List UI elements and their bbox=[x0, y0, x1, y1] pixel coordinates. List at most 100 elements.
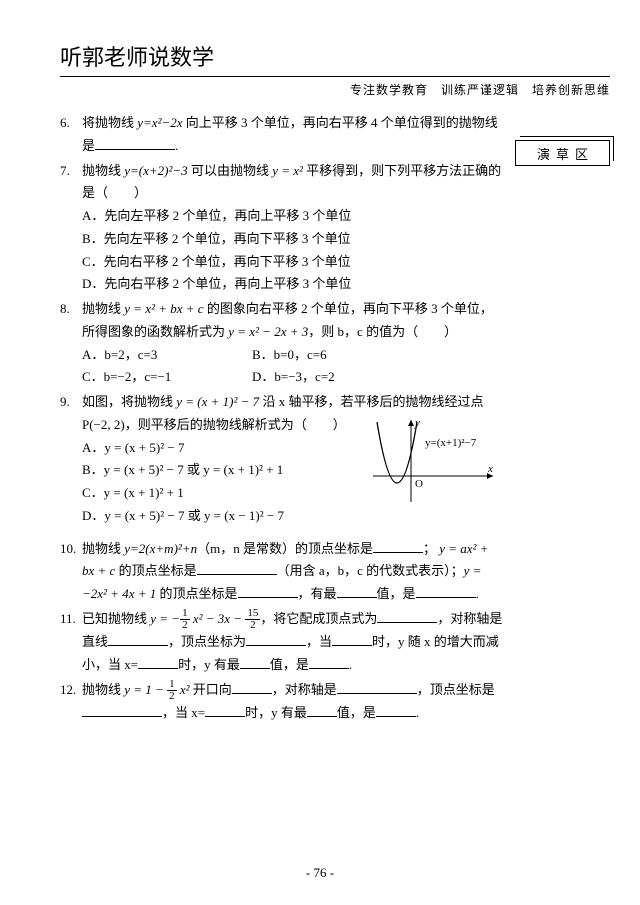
question-11: 11. 已知抛物线 y = −12 x² − 3x − 152，将它配成顶点式为… bbox=[60, 608, 503, 677]
q8-opt-c: C．b=−2，c=−1 bbox=[82, 366, 252, 389]
q12-b4 bbox=[205, 704, 245, 717]
q6-blank bbox=[95, 137, 175, 150]
question-7: 7. 抛物线 y=(x+2)²−3 可以由抛物线 y = x² 平移得到，则下列… bbox=[60, 160, 503, 297]
q11-b4 bbox=[332, 633, 372, 646]
q11-frac2: 152 bbox=[245, 608, 260, 631]
q12-b3 bbox=[82, 704, 162, 717]
q11-b1 bbox=[377, 610, 437, 623]
q11-body: 已知抛物线 y = −12 x² − 3x − 152，将它配成顶点式为，对称轴… bbox=[82, 608, 503, 677]
q8-t1: 抛物线 bbox=[82, 301, 124, 316]
q11-t9: . bbox=[349, 657, 352, 672]
q11-eq1a: y = − bbox=[150, 611, 180, 626]
q10-t2: （m，n 是常数）的顶点坐标是 bbox=[197, 541, 373, 556]
q8-opt-b: B．b=0，c=6 bbox=[252, 344, 327, 367]
q10-t6: 的顶点坐标是 bbox=[156, 586, 237, 601]
q6-num: 6. bbox=[60, 112, 82, 158]
q12-t4: ，顶点坐标是 bbox=[417, 682, 495, 697]
question-9: 9. 如图，将抛物线 y = (x + 1)² − 7 沿 x 轴平移，若平移后… bbox=[60, 391, 503, 528]
q12-eq1a: y = 1 − bbox=[124, 682, 167, 697]
q10-b3 bbox=[238, 585, 298, 598]
q6-body: 将抛物线 y=x²−2x 向上平移 3 个单位，再向右平移 4 个单位得到的抛物… bbox=[82, 112, 503, 158]
q9-num: 9. bbox=[60, 391, 82, 528]
q7-num: 7. bbox=[60, 160, 82, 297]
q9-eq1: y = (x + 1)² − 7 bbox=[176, 394, 259, 409]
q10-t9: . bbox=[476, 586, 479, 601]
q11-num: 11. bbox=[60, 608, 82, 677]
q11-b7 bbox=[309, 656, 349, 669]
q10-t5: （用含 a，b，c 的代数式表示）； bbox=[277, 563, 464, 578]
q11-eq1b: x² − 3x − bbox=[190, 611, 246, 626]
q10-t4: 的顶点坐标是 bbox=[115, 563, 196, 578]
q8-opt-a: A．b=2，c=3 bbox=[82, 344, 252, 367]
q12-t8: . bbox=[416, 705, 419, 720]
q11-frac1: 12 bbox=[180, 608, 190, 631]
q10-body: 抛物线 y=2(x+m)²+n（m，n 是常数）的顶点坐标是； y = ax² … bbox=[82, 538, 503, 606]
question-8: 8. 抛物线 y = x² + bx + c 的图象向右平移 2 个单位，再向下… bbox=[60, 298, 503, 389]
q8-body: 抛物线 y = x² + bx + c 的图象向右平移 2 个单位，再向下平移 … bbox=[82, 298, 503, 389]
q12-frac: 12 bbox=[167, 679, 177, 702]
q10-b4 bbox=[337, 585, 377, 598]
q12-eq1b: x² bbox=[177, 682, 190, 697]
fig-eq-label: y=(x+1)²−7 bbox=[425, 437, 477, 449]
q6-period: . bbox=[175, 138, 178, 153]
q10-t8: 值，是 bbox=[377, 586, 416, 601]
q7-body: 抛物线 y=(x+2)²−3 可以由抛物线 y = x² 平移得到，则下列平移方… bbox=[82, 160, 503, 297]
q6-eq1: y=x²−2x bbox=[137, 115, 182, 130]
q6-t1: 将抛物线 bbox=[82, 115, 137, 130]
q10-num: 10. bbox=[60, 538, 82, 606]
q10-b5 bbox=[416, 585, 476, 598]
q8-eq2: y = x² − 2x + 3 bbox=[228, 324, 308, 339]
q10-t7: ，有最 bbox=[298, 586, 337, 601]
q12-t2: 开口向 bbox=[190, 682, 232, 697]
q12-t3: ，对称轴是 bbox=[272, 682, 337, 697]
q12-b6 bbox=[376, 704, 416, 717]
q11-b3 bbox=[246, 633, 306, 646]
q12-body: 抛物线 y = 1 − 12 x² 开口向 ，对称轴是 ，顶点坐标是 ，当 x= 时，y… bbox=[82, 679, 503, 725]
q12-t5: ，当 x= bbox=[162, 705, 205, 720]
question-12: 12. 抛物线 y = 1 − 12 x² 开口向 ，对称轴是 ，顶点坐标是 ，当 x… bbox=[60, 679, 503, 725]
fig-y-label: y bbox=[414, 417, 420, 429]
draft-label: 演草区 bbox=[516, 144, 609, 163]
side-column: 演草区 bbox=[515, 112, 610, 727]
q8-num: 8. bbox=[60, 298, 82, 389]
draft-box: 演草区 bbox=[515, 140, 610, 166]
question-6: 6. 将抛物线 y=x²−2x 向上平移 3 个单位，再向右平移 4 个单位得到… bbox=[60, 112, 503, 158]
q9-body: 如图，将抛物线 y = (x + 1)² − 7 沿 x 轴平移，若平移后的抛物… bbox=[82, 391, 503, 528]
q10-t3: ； bbox=[423, 541, 436, 556]
q11-b2 bbox=[108, 633, 168, 646]
q7-opt-c: C．先向右平移 2 个单位，再向下平移 3 个单位 bbox=[82, 251, 503, 274]
q11-t5: ，当 bbox=[306, 634, 332, 649]
q10-b2 bbox=[197, 562, 277, 575]
q7-opt-d: D．先向右平移 2 个单位，再向上平移 3 个单位 bbox=[82, 273, 503, 296]
q12-num: 12. bbox=[60, 679, 82, 725]
q12-b5 bbox=[307, 704, 337, 717]
fig-origin: O bbox=[415, 478, 423, 490]
q12-b1 bbox=[232, 681, 272, 694]
q11-t7: 时，y 有最 bbox=[178, 657, 240, 672]
content: 6. 将抛物线 y=x²−2x 向上平移 3 个单位，再向右平移 4 个单位得到… bbox=[60, 112, 610, 727]
q10-eq1: y=2(x+m)²+n bbox=[124, 541, 197, 556]
q12-t1: 抛物线 bbox=[82, 682, 124, 697]
q12-b2 bbox=[337, 681, 417, 694]
q8-eq1: y = x² + bx + c bbox=[124, 301, 203, 316]
q7-eq1: y=(x+2)²−3 bbox=[124, 163, 187, 178]
header-subtitle: 专注数学教育 训练严谨逻辑 培养创新思维 bbox=[60, 81, 610, 98]
q7-t1: 抛物线 bbox=[82, 163, 124, 178]
q7-opt-a: A．先向左平移 2 个单位，再向上平移 3 个单位 bbox=[82, 205, 503, 228]
q11-b5 bbox=[138, 656, 178, 669]
q7-opt-b: B．先向左平移 2 个单位，再向下平移 3 个单位 bbox=[82, 228, 503, 251]
q12-t6: 时，y 有最 bbox=[245, 705, 307, 720]
page-number: - 76 - bbox=[0, 865, 640, 881]
q11-t4: ，顶点坐标为 bbox=[168, 634, 246, 649]
q11-t2: ，将它配成顶点式为 bbox=[260, 611, 377, 626]
q11-t1: 已知抛物线 bbox=[82, 611, 150, 626]
q12-t7: 值，是 bbox=[337, 705, 376, 720]
main-column: 6. 将抛物线 y=x²−2x 向上平移 3 个单位，再向右平移 4 个单位得到… bbox=[60, 112, 503, 727]
q7-t2: 可以由抛物线 bbox=[188, 163, 273, 178]
q11-t8: 值，是 bbox=[270, 657, 309, 672]
fig-x-label: x bbox=[487, 463, 493, 475]
q7-eq2: y = x² bbox=[272, 163, 303, 178]
q11-b6 bbox=[240, 656, 270, 669]
q8-opt-d: D．b=−3，c=2 bbox=[252, 366, 335, 389]
parabola-figure: O x y y=(x+1)²−7 bbox=[363, 414, 503, 509]
